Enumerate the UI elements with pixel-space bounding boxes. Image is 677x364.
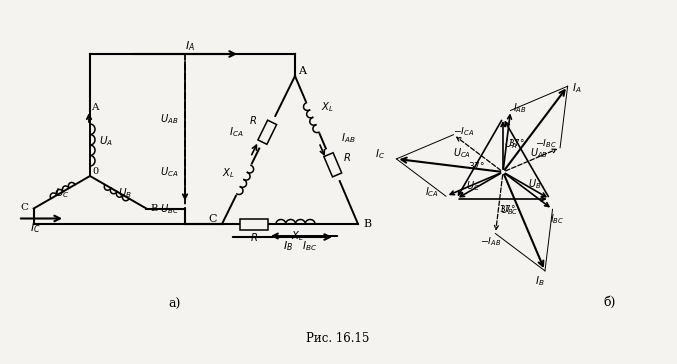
Text: $I_{CA}$: $I_{CA}$ [425,185,439,199]
Text: $U_{BC}$: $U_{BC}$ [500,203,519,217]
Text: $U_{AB}$: $U_{AB}$ [530,147,548,161]
Text: $U_B$: $U_B$ [528,177,542,191]
Text: $37°$: $37°$ [508,138,525,149]
Text: $R$: $R$ [249,114,257,126]
Text: $X_L$: $X_L$ [221,166,234,179]
Text: $I_B$: $I_B$ [283,239,293,253]
Text: $-I_{AB}$: $-I_{AB}$ [480,235,501,248]
Text: $I_A$: $I_A$ [572,81,582,95]
Text: A: A [91,103,99,112]
Bar [240,218,268,229]
Text: $U_C$: $U_C$ [466,179,480,193]
Text: C: C [21,203,28,212]
Text: $X_L$: $X_L$ [291,229,304,243]
Text: $I_C$: $I_C$ [375,147,385,161]
Text: $R$: $R$ [250,231,258,243]
Text: B: B [150,204,158,213]
Text: $I_C$: $I_C$ [30,222,41,236]
Text: $I_{BC}$: $I_{BC}$ [303,239,318,253]
Text: $U_{CA}$: $U_{CA}$ [453,147,471,161]
Text: $I_{CA}$: $I_{CA}$ [230,125,244,139]
Text: $I_B$: $I_B$ [535,274,545,288]
Text: $U_C$: $U_C$ [55,186,69,200]
Text: $U_A$: $U_A$ [504,137,518,151]
Text: $U_{BC}$: $U_{BC}$ [160,202,179,216]
Text: Рис. 16.15: Рис. 16.15 [306,332,370,345]
Polygon shape [258,120,277,144]
Text: C: C [209,214,217,224]
Text: $U_A$: $U_A$ [99,134,113,148]
Text: $-I_{BC}$: $-I_{BC}$ [535,138,557,150]
Text: $U_B$: $U_B$ [118,186,132,200]
Text: B: B [363,219,371,229]
Text: $R$: $R$ [343,151,351,163]
Text: $-I_{CA}$: $-I_{CA}$ [453,126,474,138]
Text: а): а) [169,297,181,310]
Text: $I_A$: $I_A$ [185,39,195,53]
Text: 0: 0 [92,167,98,177]
Polygon shape [324,153,342,177]
Text: $I_{AB}$: $I_{AB}$ [512,102,527,115]
Text: $37°$: $37°$ [499,203,517,214]
Text: $37°$: $37°$ [468,160,485,171]
Text: б): б) [604,296,616,309]
Text: A: A [298,66,306,76]
Text: $I_{BC}$: $I_{BC}$ [550,213,565,226]
Text: $U_{CA}$: $U_{CA}$ [160,165,178,179]
Text: $X_L$: $X_L$ [322,100,334,114]
Text: $I_{AB}$: $I_{AB}$ [341,131,356,145]
Text: $U_{AB}$: $U_{AB}$ [160,112,178,126]
